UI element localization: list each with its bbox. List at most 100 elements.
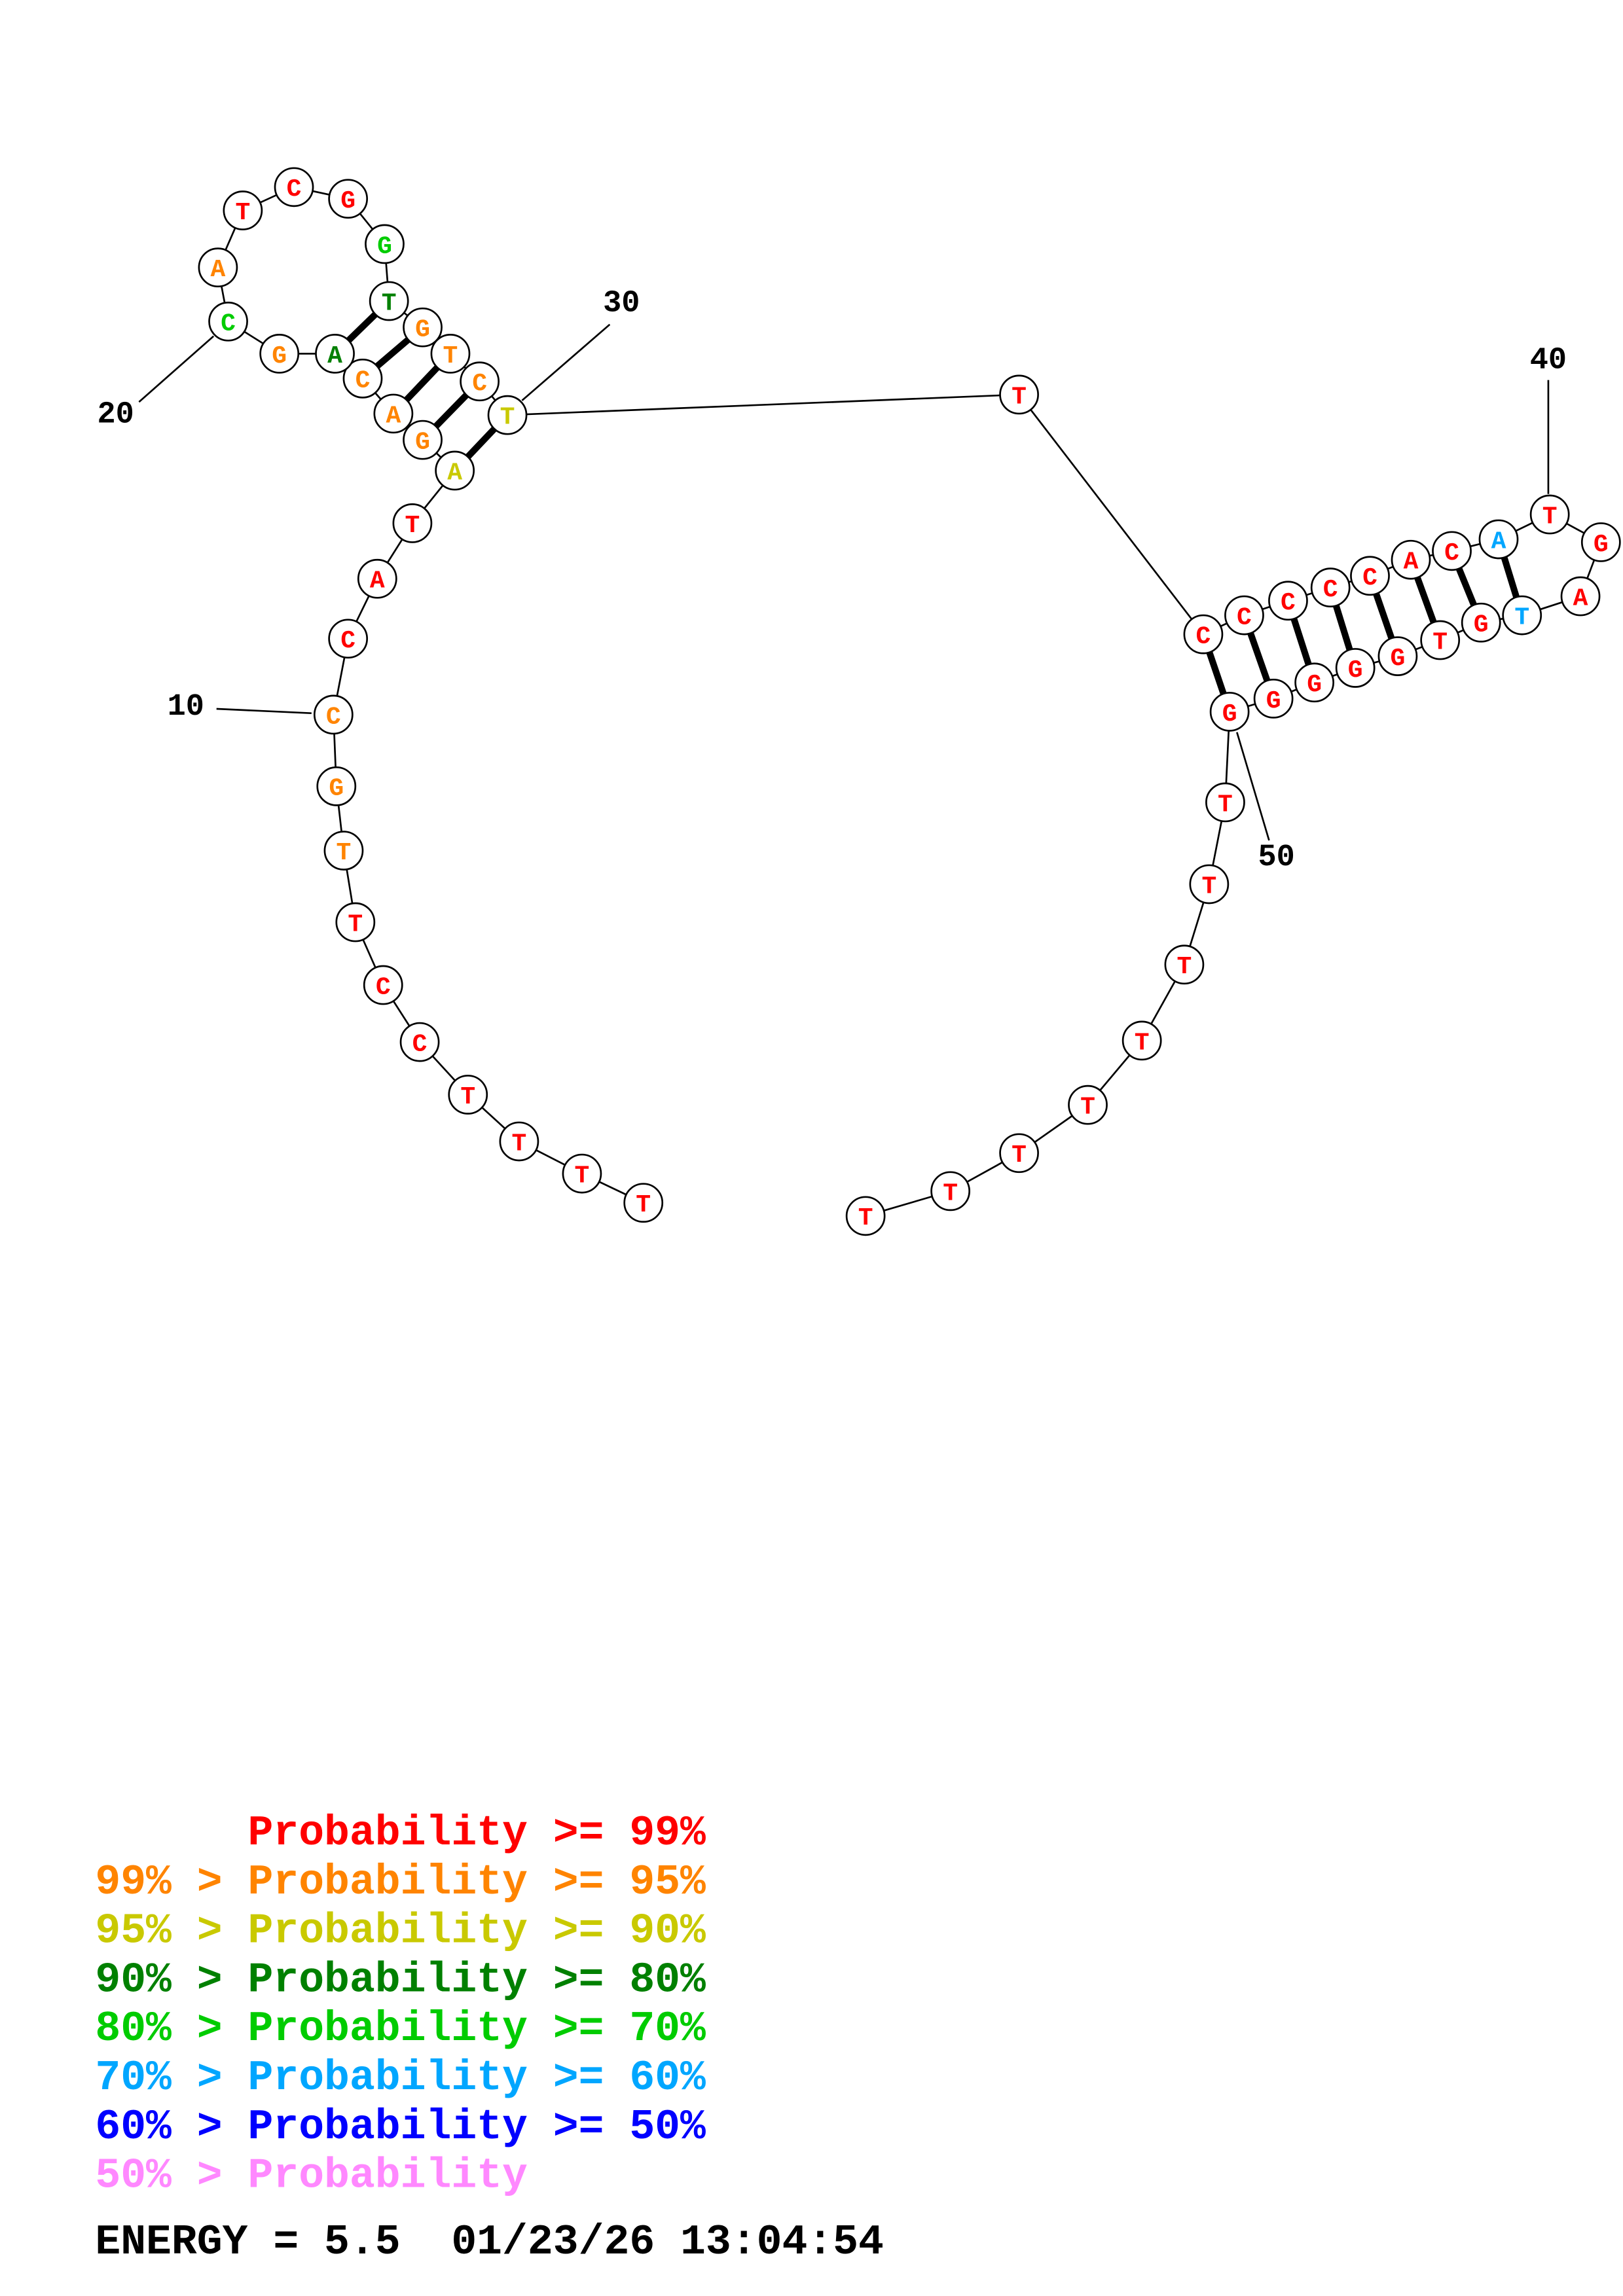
nucleotide-letter: T xyxy=(235,199,250,227)
nucleotide: T xyxy=(1420,620,1461,660)
nucleotide: T xyxy=(369,281,409,321)
nucleotide-letter: A xyxy=(1491,528,1506,556)
nucleotide: C xyxy=(363,965,403,1005)
nucleotide-circle xyxy=(487,395,528,435)
nucleotide: T xyxy=(845,1196,886,1236)
nucleotide-letter: G xyxy=(1222,700,1237,728)
nucleotide-circle xyxy=(845,1196,886,1236)
base-pair-bonds xyxy=(333,298,1525,713)
nucleotide-circle xyxy=(342,358,383,399)
nucleotide: C xyxy=(1310,567,1351,608)
nucleotide-letter: A xyxy=(211,256,226,284)
nucleotide: T xyxy=(562,1153,602,1194)
nucleotide-circle xyxy=(430,334,471,374)
nucleotide-circle xyxy=(259,334,300,374)
nucleotide-circle xyxy=(1224,595,1264,636)
nucleotide-letter: A xyxy=(1404,548,1419,577)
nucleotide-circle xyxy=(399,1022,440,1062)
nucleotide-circle xyxy=(1391,539,1431,580)
nucleotide-letter: T xyxy=(1080,1094,1095,1122)
nucleotide-circle xyxy=(313,694,354,735)
nucleotide: A xyxy=(357,558,397,599)
position-label: 20 xyxy=(97,397,134,432)
position-label: 40 xyxy=(1530,344,1567,378)
nucleotide: G xyxy=(316,766,357,806)
nucleotide-letter: T xyxy=(943,1179,958,1208)
nucleotide: T xyxy=(1205,782,1245,823)
nucleotide-letter: C xyxy=(356,367,371,395)
legend-item: 70% > Probability >= 60% xyxy=(95,2054,706,2102)
nucleotide: T xyxy=(1068,1085,1108,1125)
nucleotide-letter: C xyxy=(221,310,236,338)
nucleotide-letter: G xyxy=(1307,671,1322,699)
nucleotide-circle xyxy=(1377,636,1418,676)
nucleotide-circle xyxy=(274,167,314,207)
nucleotide-letter: T xyxy=(1542,503,1558,531)
nucleotide: G xyxy=(1461,602,1501,643)
nucleotide: C xyxy=(1183,614,1224,655)
nucleotide: G xyxy=(259,334,300,374)
nucleotide-letter: G xyxy=(272,342,287,370)
nucleotide-letter: C xyxy=(1196,623,1211,651)
nucleotide-circle xyxy=(1268,581,1308,621)
nucleotide-letter: T xyxy=(405,512,420,540)
nucleotide: C xyxy=(1432,531,1472,571)
nucleotide-circle xyxy=(1209,692,1250,732)
nucleotide-circle xyxy=(1461,602,1501,643)
probability-legend: Probability >= 99%99% > Probability >= 9… xyxy=(95,1810,706,2200)
nucleotide-circle xyxy=(1205,782,1245,823)
legend-item: Probability >= 99% xyxy=(95,1810,706,1857)
nucleotide-circle xyxy=(198,247,238,288)
nucleotide-circle xyxy=(1183,614,1224,655)
nucleotide: G xyxy=(403,420,443,460)
nucleotide: A xyxy=(1478,519,1519,560)
nucleotide-letter: G xyxy=(1348,656,1363,685)
nucleotide: G xyxy=(1580,522,1621,562)
nucleotide: T xyxy=(1122,1020,1162,1061)
nucleotide: T xyxy=(223,190,263,230)
nucleotide-circle xyxy=(1294,662,1335,703)
nucleotide: C xyxy=(328,619,369,659)
nucleotide: C xyxy=(208,301,248,342)
nucleotide-letter: T xyxy=(500,404,515,432)
nucleotide-circle xyxy=(369,281,409,321)
nucleotide-letter: T xyxy=(575,1162,590,1190)
legend-item: 60% > Probability >= 50% xyxy=(95,2104,706,2151)
nucleotide: A xyxy=(373,393,414,434)
nucleotide-circle xyxy=(363,965,403,1005)
legend-item: 80% > Probability >= 70% xyxy=(95,2005,706,2053)
nucleotide-circle xyxy=(323,831,364,870)
nucleotide-circle xyxy=(373,393,414,434)
nucleotide-circle xyxy=(435,450,475,491)
nucleotide-letter: T xyxy=(443,342,458,370)
nucleotide-circle xyxy=(999,374,1039,415)
nucleotide: A xyxy=(198,247,238,288)
nucleotide: G xyxy=(365,224,405,264)
nucleotide-letter: G xyxy=(377,232,392,260)
nucleotide: T xyxy=(623,1183,664,1223)
nucleotide-letter: T xyxy=(1218,791,1233,819)
label-leader-line xyxy=(1236,732,1270,841)
nucleotide-circle xyxy=(1350,556,1390,596)
nucleotide-circle xyxy=(1529,494,1570,535)
nucleotide-letter: T xyxy=(636,1191,651,1219)
nucleotide: G xyxy=(1253,678,1294,719)
nucleotide: A xyxy=(315,334,355,374)
nucleotide-letter: C xyxy=(412,1031,428,1059)
energy-footer: ENERGY = 5.5 01/23/26 13:04:54 xyxy=(95,2219,884,2267)
nucleotide: T xyxy=(1502,595,1542,636)
nucleotide-circle xyxy=(623,1183,664,1223)
nucleotide: C xyxy=(1268,581,1308,621)
nucleotide-letter: C xyxy=(326,703,341,731)
nucleotide-letter: C xyxy=(287,175,302,204)
nucleotide-letter: G xyxy=(1474,611,1489,639)
nucleotide-circle xyxy=(328,619,369,659)
nucleotide-letter: T xyxy=(337,839,352,867)
nucleotide-circle xyxy=(499,1121,539,1162)
nucleotide: T xyxy=(1189,864,1230,905)
legend-item: 95% > Probability >= 90% xyxy=(95,1908,706,1956)
nucleotide-letter: T xyxy=(1012,1141,1027,1170)
label-leader-line xyxy=(138,335,215,403)
